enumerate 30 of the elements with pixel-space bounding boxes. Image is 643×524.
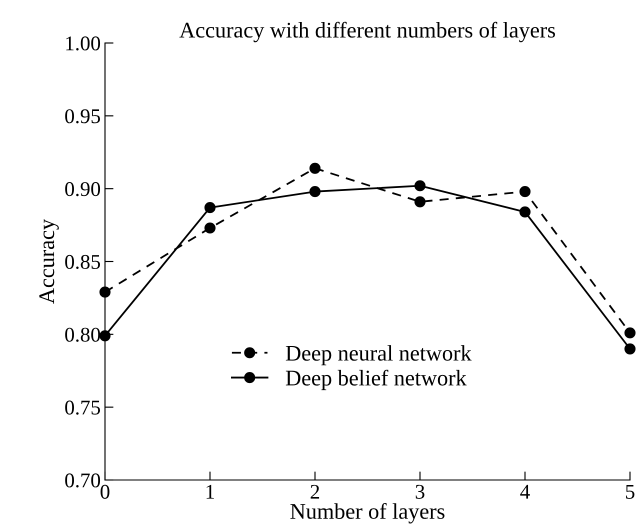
x-tick-label: 2 xyxy=(310,484,320,499)
y-tick-label: 0.75 xyxy=(65,400,100,415)
y-tick-label: 0.80 xyxy=(65,328,100,342)
y-axis-title: Accuracy xyxy=(39,219,59,304)
point xyxy=(519,206,531,218)
point xyxy=(624,343,636,354)
y-tick-label: 1.00 xyxy=(66,36,100,51)
point xyxy=(414,180,426,192)
x-tick-label: 1 xyxy=(206,484,214,499)
point xyxy=(99,286,111,298)
x-tick-label: 4 xyxy=(520,484,530,499)
x-tick-label: 0 xyxy=(100,484,110,499)
point xyxy=(204,222,216,234)
point xyxy=(414,196,426,208)
chart-title: Accuracy with different numbers of layers xyxy=(179,22,555,42)
point xyxy=(624,327,636,338)
legend-label: Deep neural network xyxy=(286,345,472,366)
x-axis-title: Number of layers xyxy=(290,503,444,524)
point xyxy=(519,186,531,198)
point xyxy=(204,202,216,214)
y-tick-label: 0.90 xyxy=(65,182,100,196)
y-tick-label: 0.85 xyxy=(65,254,100,270)
x-tick-label: 3 xyxy=(416,484,424,499)
y-tick-label: 0.95 xyxy=(65,109,100,124)
legend-label: Deep belief network xyxy=(286,370,467,390)
point xyxy=(99,330,111,342)
x-tick-label: 5 xyxy=(626,484,634,499)
point xyxy=(309,162,321,174)
point xyxy=(309,186,321,198)
y-tick-label: 0.70 xyxy=(65,473,100,488)
